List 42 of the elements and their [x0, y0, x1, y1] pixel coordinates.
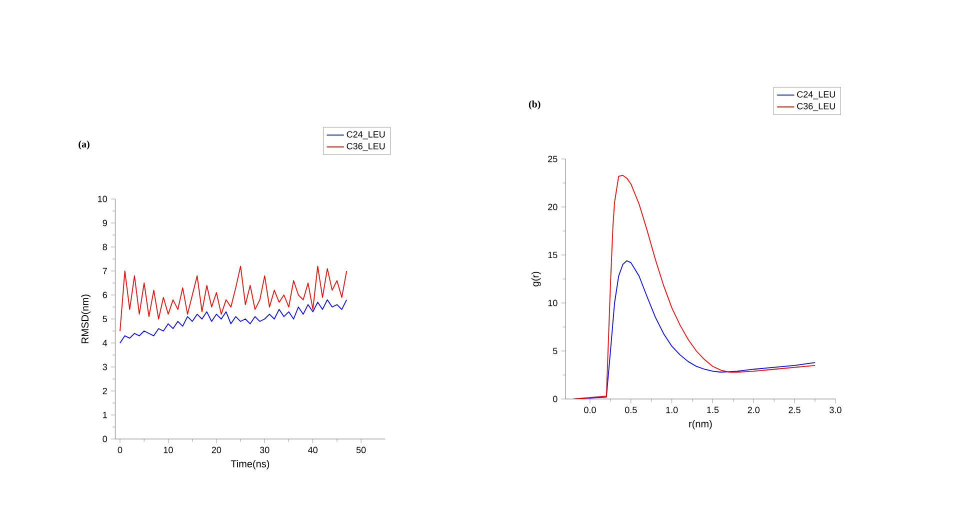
y-tick-label: 15	[548, 252, 558, 258]
x-tick-label: 1.0	[666, 406, 678, 414]
y-tick-label: 20	[548, 204, 558, 210]
chart-title: (b)	[528, 100, 540, 110]
y-tick-label: 0	[102, 436, 108, 442]
x-tick-label: 0	[118, 446, 122, 454]
y-tick-label: 8	[102, 244, 107, 250]
y-tick-label: 5	[102, 316, 107, 322]
x-tick-label: 3.0	[830, 406, 842, 414]
y-tick-label: 10	[548, 300, 558, 306]
y-tick-label: 7	[102, 268, 107, 274]
x-tick-label: 0.5	[625, 406, 637, 414]
y-tick-label: 0	[553, 396, 558, 402]
y-tick-label: 4	[102, 340, 108, 346]
x-tick-label: 40	[308, 446, 318, 454]
y-axis-title: RMSD(nm)	[81, 294, 91, 344]
chart-title: (a)	[78, 140, 90, 150]
legend-label: C24_LEU	[797, 91, 835, 100]
y-tick-label: 2	[102, 388, 107, 394]
x-tick-label: 50	[356, 446, 366, 454]
line-series	[120, 266, 348, 332]
x-tick-label: 2.0	[748, 406, 760, 414]
x-tick-label: 2.5	[788, 406, 800, 414]
y-tick-label: 9	[102, 220, 107, 226]
x-tick-label: 30	[260, 446, 270, 454]
y-tick-label: 3	[102, 364, 107, 370]
y-tick-label: 6	[102, 292, 107, 298]
x-tick-label: 10	[164, 446, 173, 454]
y-tick-label: 10	[98, 196, 108, 202]
y-tick-label: 1	[103, 412, 107, 418]
legend-label: C24_LEU	[346, 131, 385, 140]
legend-label: C36_LEU	[346, 142, 385, 152]
y-axis-title: g(r)	[531, 272, 541, 286]
x-tick-label: 1.5	[707, 406, 719, 414]
y-tick-label: 25	[548, 156, 558, 162]
x-axis-title: Time(ns)	[230, 460, 270, 470]
line-series	[120, 299, 348, 344]
x-tick-label: 20	[212, 446, 222, 454]
legend-label: C36_LEU	[797, 102, 835, 112]
x-axis-title: r(nm)	[689, 420, 712, 430]
x-tick-label: 0.0	[584, 406, 596, 414]
y-tick-label: 5	[553, 348, 558, 354]
